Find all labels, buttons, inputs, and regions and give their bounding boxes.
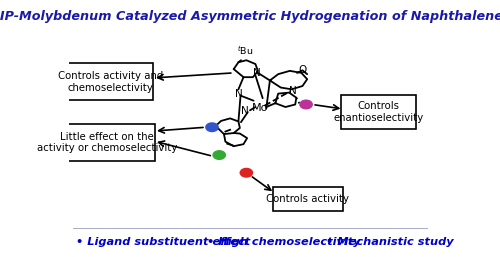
Circle shape [240, 168, 252, 177]
Circle shape [300, 100, 312, 109]
Circle shape [206, 123, 218, 132]
Text: • Mechanistic study: • Mechanistic study [326, 237, 454, 247]
Text: • High chemoselectivity: • High chemoselectivity [206, 237, 360, 247]
FancyBboxPatch shape [272, 187, 343, 211]
Circle shape [213, 151, 226, 159]
Text: O: O [298, 65, 306, 75]
Text: N: N [252, 68, 260, 78]
Text: • Ligand substituent effect: • Ligand substituent effect [76, 237, 250, 247]
Text: N: N [242, 106, 249, 116]
Text: $^t$Bu: $^t$Bu [236, 44, 253, 57]
Text: N: N [234, 89, 242, 99]
FancyBboxPatch shape [342, 95, 415, 129]
Text: OIP-Molybdenum Catalyzed Asymmetric Hydrogenation of Naphthalenes: OIP-Molybdenum Catalyzed Asymmetric Hydr… [0, 10, 500, 23]
Text: Controls
enantioselectivity: Controls enantioselectivity [334, 101, 424, 123]
Text: Little effect on the
activity or chemoselectivity: Little effect on the activity or chemose… [37, 132, 178, 153]
Text: Controls activity: Controls activity [266, 194, 349, 204]
FancyBboxPatch shape [59, 124, 155, 161]
Text: Controls activity and
chemoselectivity: Controls activity and chemoselectivity [58, 71, 164, 93]
Text: N: N [289, 86, 296, 96]
Text: Mo: Mo [252, 103, 268, 113]
FancyBboxPatch shape [68, 63, 153, 100]
